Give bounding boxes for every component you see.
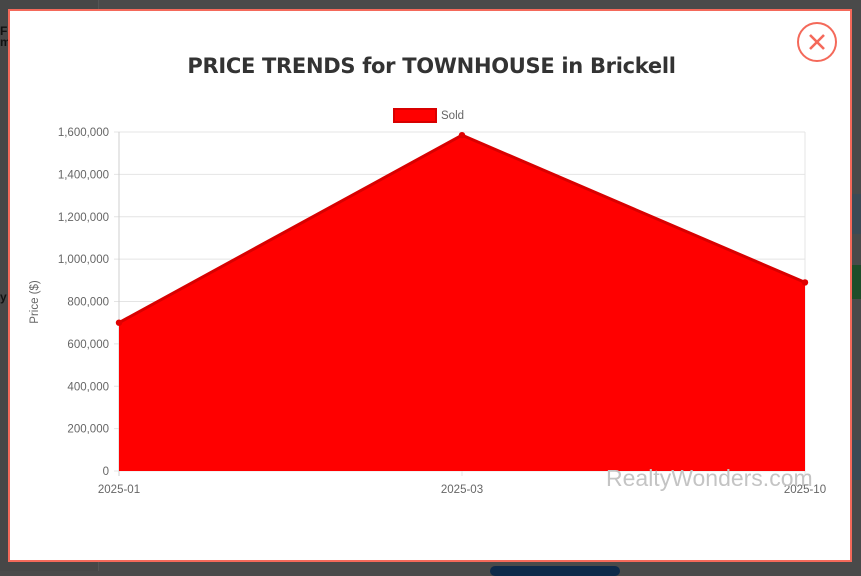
close-x-icon [809, 34, 825, 50]
y-tick-label: 0 [103, 466, 109, 478]
area-fill [119, 135, 805, 471]
y-tick-label: 600,000 [67, 339, 109, 351]
x-tick-label: 2025-10 [784, 484, 826, 496]
y-tick-label: 800,000 [67, 297, 109, 309]
data-point[interactable] [801, 279, 809, 286]
data-point[interactable] [115, 319, 123, 326]
x-tick-label: 2025-01 [98, 484, 140, 496]
price-trends-modal: PRICE TRENDS for TOWNHOUSE in Brickell 0… [8, 9, 852, 562]
y-tick-label: 1,600,000 [58, 127, 109, 139]
y-axis-label: Price ($) [29, 280, 41, 324]
y-tick-label: 400,000 [67, 381, 109, 393]
background-band [851, 194, 861, 234]
y-tick-label: 1,000,000 [58, 254, 109, 266]
y-tick-label: 200,000 [67, 424, 109, 436]
legend-label[interactable]: Sold [441, 110, 464, 122]
y-tick-label: 1,400,000 [58, 169, 109, 181]
background-button [490, 566, 620, 576]
y-tick-label: 1,200,000 [58, 212, 109, 224]
price-area-chart: 0 200,000 400,000 600,000 800,000 1,000,000 1,… [29, 108, 826, 496]
background-band [851, 265, 861, 299]
x-tick-label: 2025-03 [441, 484, 483, 496]
background-band [851, 440, 861, 480]
close-button[interactable] [797, 22, 837, 62]
watermark: RealtyWonders.com [606, 465, 813, 491]
background-text-fragment: y [0, 290, 7, 304]
data-point[interactable] [458, 131, 466, 139]
chart-title: PRICE TRENDS for TOWNHOUSE in Brickell [187, 54, 676, 78]
legend-swatch[interactable] [393, 108, 437, 123]
